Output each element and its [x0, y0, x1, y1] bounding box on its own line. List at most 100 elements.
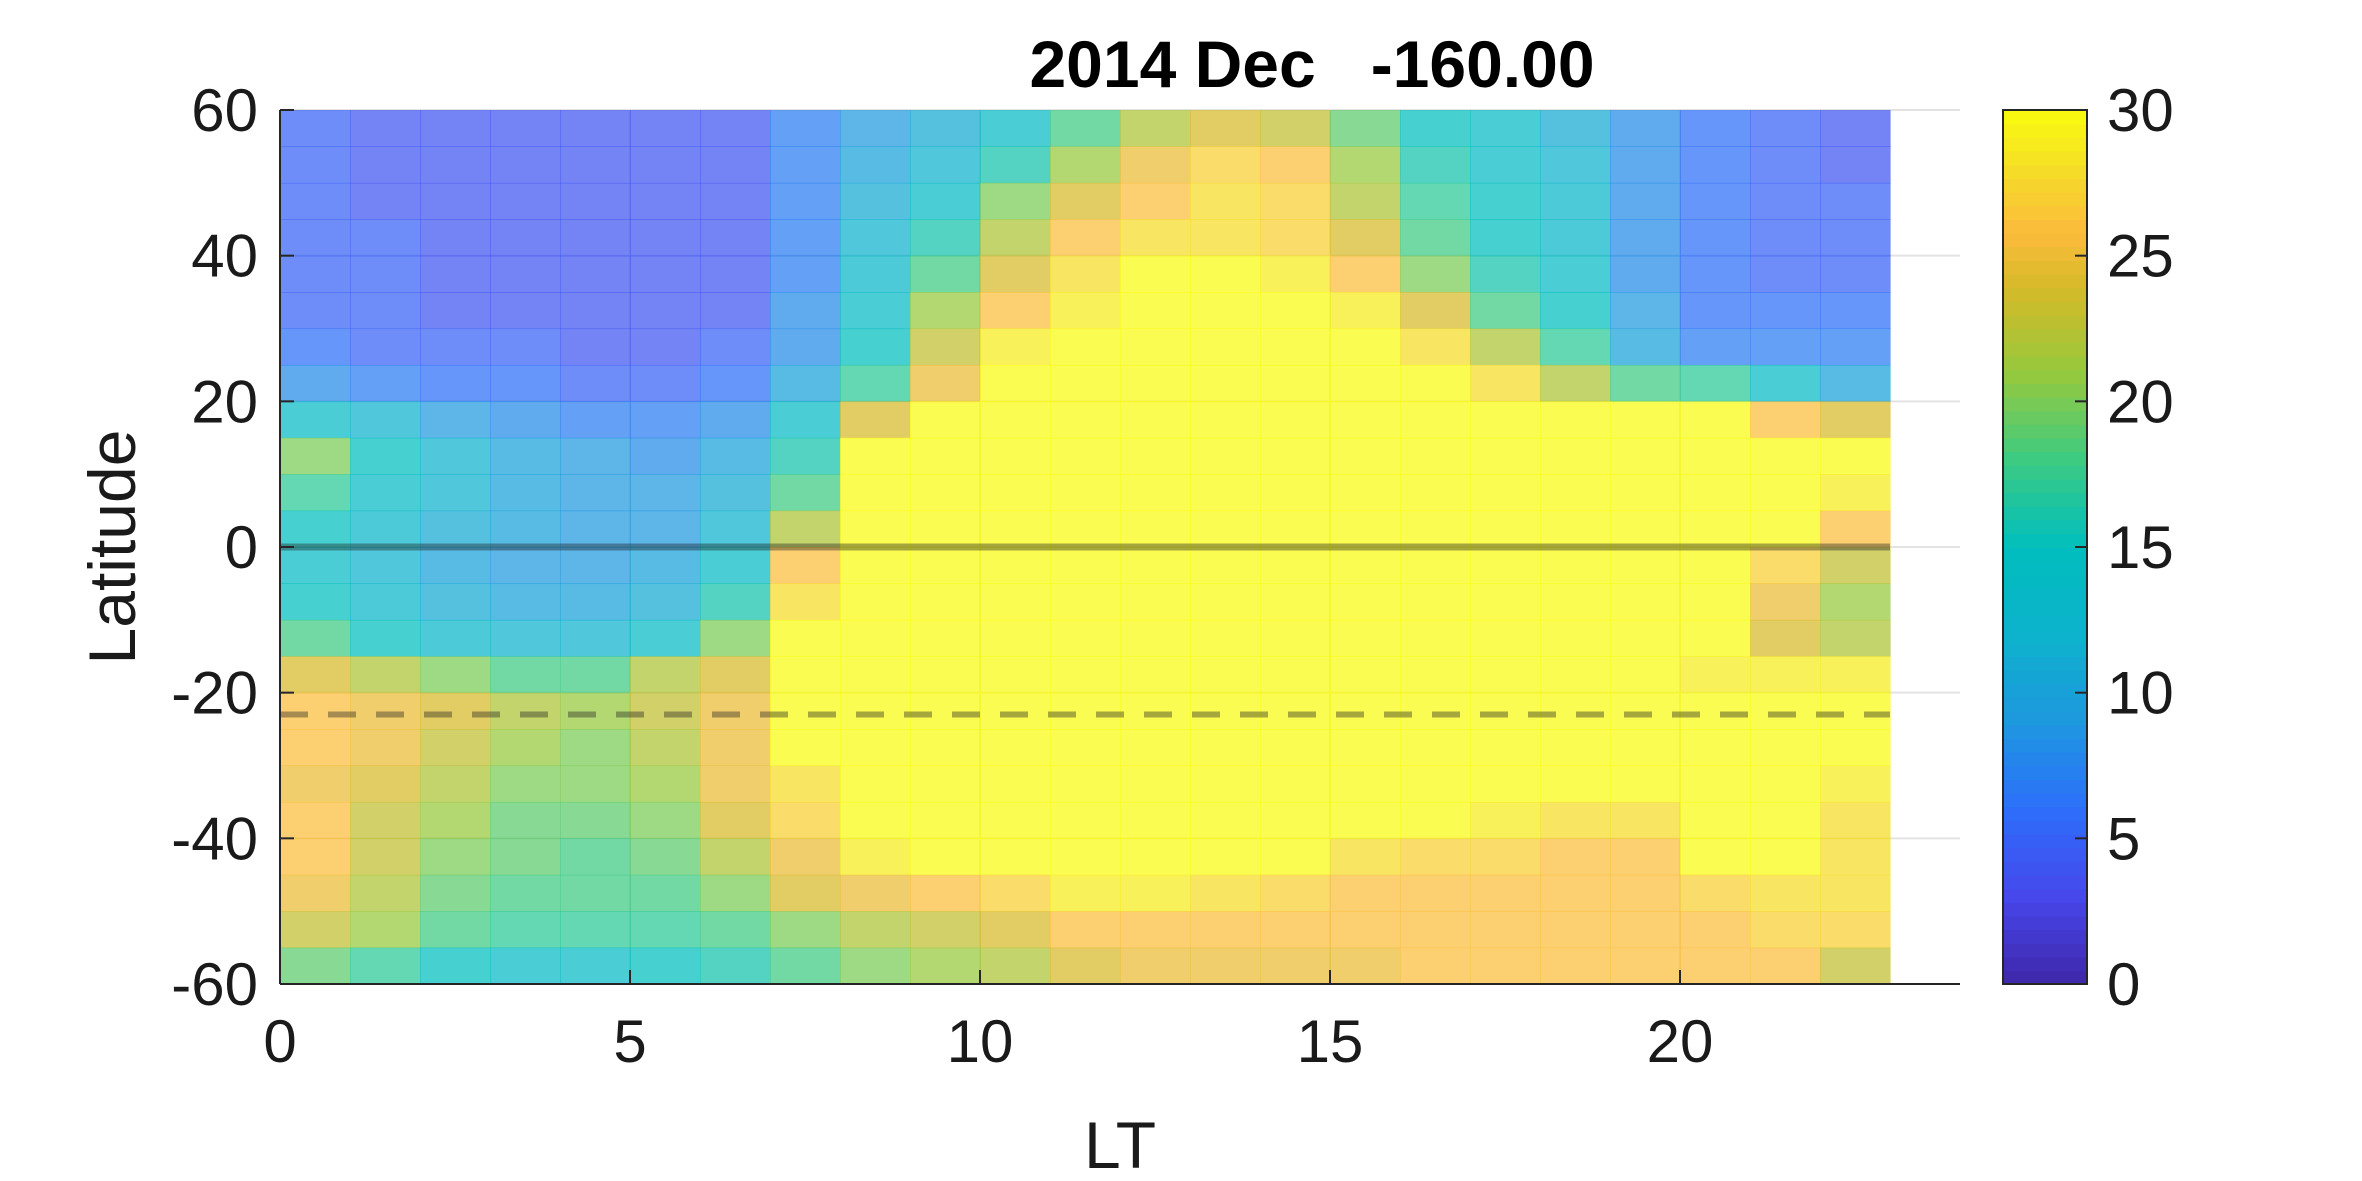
heatmap-cell — [1120, 947, 1191, 985]
heatmap-cell — [980, 947, 1051, 985]
heatmap-cell — [280, 729, 351, 767]
heatmap-cell — [1190, 547, 1261, 585]
colorbar-swatch — [2003, 792, 2087, 808]
colorbar-swatch — [2003, 956, 2087, 972]
heatmap-cell — [490, 547, 561, 585]
heatmap-cell — [560, 874, 631, 912]
heatmap-cell — [700, 219, 771, 257]
heatmap-cell — [350, 583, 421, 621]
colorbar-tick-label: 20 — [2107, 368, 2174, 435]
heatmap-cell — [1470, 219, 1541, 257]
heatmap-cell — [1260, 401, 1331, 439]
heatmap-cell — [280, 292, 351, 330]
colorbar-swatch — [2003, 847, 2087, 862]
x-tick-label: 20 — [1647, 1008, 1714, 1075]
heatmap-cell — [770, 947, 841, 985]
heatmap-cell — [1820, 692, 1891, 730]
colorbar-swatch — [2003, 424, 2087, 439]
heatmap-cell — [1610, 656, 1681, 694]
heatmap-cell — [1400, 219, 1471, 257]
heatmap-cell — [700, 692, 771, 730]
heatmap-cell — [1540, 110, 1611, 148]
heatmap-cell — [1260, 729, 1331, 767]
heatmap-cell — [910, 146, 981, 184]
heatmap-cell — [1190, 801, 1261, 839]
heatmap-cell — [630, 656, 701, 694]
heatmap-cell — [770, 182, 841, 220]
heatmap-cell — [1330, 364, 1401, 402]
heatmap-cell — [350, 656, 421, 694]
heatmap-cell — [1820, 874, 1891, 912]
heatmap-cell — [1610, 911, 1681, 949]
heatmap-cell — [910, 656, 981, 694]
heatmap-cell — [420, 292, 491, 330]
heatmap-cell — [420, 656, 491, 694]
heatmap-cell — [490, 328, 561, 366]
heatmap-cell — [1050, 583, 1121, 621]
heatmap-cell — [630, 947, 701, 985]
heatmap-cell — [350, 765, 421, 803]
heatmap-cell — [1400, 874, 1471, 912]
heatmap-cell — [1330, 401, 1401, 439]
heatmap-cell — [490, 255, 561, 293]
heatmap-cell — [490, 729, 561, 767]
heatmap-cell — [350, 838, 421, 876]
heatmap-cell — [1400, 656, 1471, 694]
heatmap-cell — [1400, 110, 1471, 148]
colorbar-swatch — [2003, 738, 2087, 753]
heatmap-cell — [1400, 583, 1471, 621]
heatmap-cell — [1680, 182, 1751, 220]
heatmap-cell — [1820, 801, 1891, 839]
heatmap-cell — [1400, 364, 1471, 402]
heatmap-cell — [1680, 364, 1751, 402]
colorbar-swatch — [2003, 888, 2087, 903]
heatmap-cell — [1470, 437, 1541, 475]
heatmap-cell — [350, 255, 421, 293]
heatmap-cell — [1680, 619, 1751, 657]
heatmap-cell — [1190, 364, 1261, 402]
heatmap-cell — [1400, 255, 1471, 293]
heatmap-cell — [350, 547, 421, 585]
heatmap-cell — [1820, 547, 1891, 585]
heatmap-cell — [630, 729, 701, 767]
heatmap-cell — [1470, 838, 1541, 876]
heatmap-cell — [1540, 874, 1611, 912]
heatmap-cell — [700, 255, 771, 293]
heatmap-cell — [1120, 911, 1191, 949]
heatmap-cell — [490, 583, 561, 621]
heatmap-cell — [1260, 182, 1331, 220]
heatmap-cell — [1120, 474, 1191, 512]
heatmap-cell — [1050, 219, 1121, 257]
heatmap-cell — [1610, 255, 1681, 293]
heatmap-cell — [1400, 437, 1471, 475]
heatmap-cell — [1190, 874, 1261, 912]
heatmap-cell — [1610, 182, 1681, 220]
heatmap-cell — [840, 765, 911, 803]
heatmap-cell — [770, 692, 841, 730]
colorbar-swatch — [2003, 642, 2087, 658]
heatmap-cell — [840, 911, 911, 949]
colorbar-swatch — [2003, 355, 2087, 371]
heatmap-cell — [560, 729, 631, 767]
colorbar-swatch — [2003, 765, 2087, 780]
heatmap-cell — [630, 219, 701, 257]
heatmap-cell — [910, 292, 981, 330]
colorbar-swatch — [2003, 519, 2087, 535]
heatmap-cell — [1750, 474, 1821, 512]
heatmap-cell — [980, 401, 1051, 439]
y-tick-label: -40 — [171, 805, 258, 872]
heatmap-cell — [1330, 838, 1401, 876]
heatmap-cell — [770, 255, 841, 293]
heatmap-cell — [1120, 328, 1191, 366]
axis-lines — [279, 109, 1960, 985]
heatmap-cell — [490, 474, 561, 512]
heatmap-cell — [910, 874, 981, 912]
heatmap-cell — [1680, 765, 1751, 803]
heatmap-cell — [1470, 911, 1541, 949]
heatmap-cell — [490, 219, 561, 257]
heatmap-cell — [1680, 911, 1751, 949]
heatmap-cell — [560, 656, 631, 694]
heatmap-cell — [1400, 947, 1471, 985]
heatmap-cell — [280, 510, 351, 548]
